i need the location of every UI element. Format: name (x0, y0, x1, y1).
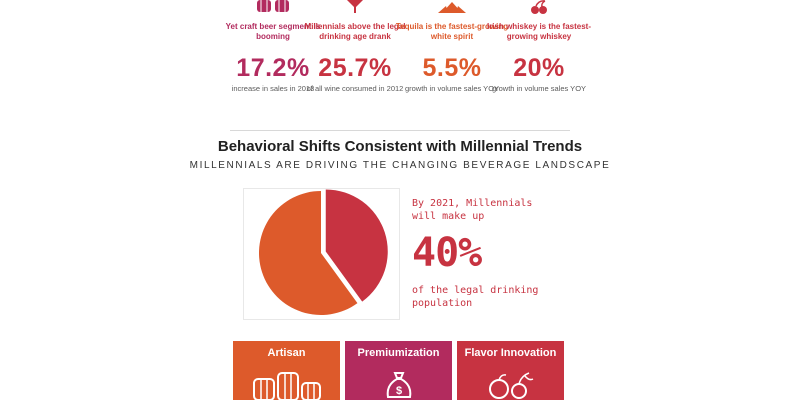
beer-barrels-icon (257, 0, 289, 12)
tile-premiumization: Premiumization $ (345, 341, 452, 400)
stat-caption: Tequila is the fastest-growing white spi… (395, 22, 509, 41)
svg-text:$: $ (395, 385, 401, 397)
stat-caption: Yet craft beer segment is booming (225, 22, 321, 41)
fact-value: 40% (412, 230, 482, 276)
stat-value: 25.7% (318, 54, 392, 82)
stat-description: increase in sales in 2013 (231, 84, 315, 93)
tile-label: Flavor Innovation (464, 347, 557, 359)
wine-glass-icon (347, 0, 363, 13)
tile-label: Premiumization (357, 347, 440, 359)
stat-value: 17.2% (236, 54, 310, 82)
fact-outro: of the legal drinking population (412, 285, 539, 309)
pie-chart-card (243, 188, 400, 320)
fruit-icon (488, 372, 533, 399)
pie-slice-0 (325, 189, 388, 302)
stat-value: 5.5% (422, 54, 482, 82)
barrels-icon (252, 372, 321, 400)
tile-label: Artisan (267, 347, 306, 359)
stat-value: 20% (513, 54, 565, 82)
money-bag-icon: $ (386, 372, 411, 398)
pie-chart (258, 189, 388, 315)
tile-artisan: Artisan (233, 341, 340, 400)
stat-description: of all wine consumed in 2012 (306, 84, 404, 93)
stat-caption: Irish whiskey is the fastest-growing whi… (486, 22, 592, 41)
section-subtitle: MILLENNIALS ARE DRIVING THE CHANGING BEV… (189, 160, 611, 171)
section-title: Behavioral Shifts Consistent with Millen… (217, 138, 583, 155)
stat-description: growth in volume sales YOY (404, 84, 500, 93)
cherries-icon (531, 0, 547, 14)
stat-caption: Millennials above the legal drinking age… (304, 22, 406, 41)
pie-slice-1 (258, 191, 358, 315)
stat-description: growth in volume sales YOY (491, 84, 587, 93)
agave-icon (438, 2, 466, 13)
section-divider (230, 130, 570, 131)
fact-intro: By 2021, Millennials will make up (412, 198, 533, 222)
tile-flavor-innovation: Flavor Innovation (457, 341, 564, 400)
